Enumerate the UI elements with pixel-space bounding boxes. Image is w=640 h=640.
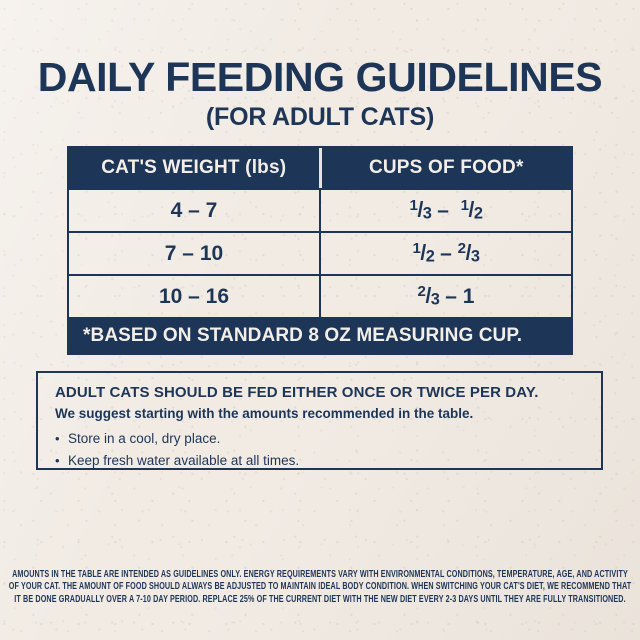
column-header-weight: CAT'S WEIGHT (lbs) <box>101 157 287 178</box>
table-row: 7 – 10 1/2 – 2/3 <box>69 231 571 274</box>
notes-heading: ADULT CATS SHOULD BE FED EITHER ONCE OR … <box>55 384 539 401</box>
column-header-cups: CUPS OF FOOD* <box>318 148 572 188</box>
list-item: • Store in a cool, dry place. <box>55 428 601 450</box>
feeding-notes-box: ADULT CATS SHOULD BE FED EITHER ONCE OR … <box>36 371 603 470</box>
page-title: DAILY FEEDING GUIDELINES <box>37 54 603 100</box>
notes-bullet-list: • Store in a cool, dry place. • Keep fre… <box>55 428 601 472</box>
fraction-to: 1/2 <box>460 197 483 223</box>
notes-subheading: We suggest starting with the amounts rec… <box>55 406 474 422</box>
fraction-slash: / <box>468 198 475 222</box>
table-footnote: *BASED ON STANDARD 8 OZ MEASURING CUP. <box>83 325 523 346</box>
list-item-label: Keep fresh water available at all times. <box>68 452 300 468</box>
feeding-table: CAT'S WEIGHT (lbs) CUPS OF FOOD* 4 – 7 1… <box>67 146 573 355</box>
cell-weight: 7 – 10 <box>164 241 224 265</box>
table-header-row: CAT'S WEIGHT (lbs) CUPS OF FOOD* <box>69 148 571 188</box>
cell-cups: 1/3 – 1/2 <box>319 190 571 231</box>
fraction-slash: / <box>425 284 431 308</box>
fine-print-line: OF YOUR CAT. THE AMOUNT OF FOOD SHOULD A… <box>8 579 632 593</box>
page-subtitle: (FOR ADULT CATS) <box>205 103 435 131</box>
fraction-slash: / <box>465 241 472 265</box>
list-item: • Keep fresh water available at all time… <box>55 450 601 472</box>
whole-number: 1 <box>462 284 475 308</box>
range-dash: – <box>431 198 461 222</box>
range-dash: – <box>439 284 463 308</box>
cell-cups: 2/3 – 1 <box>319 276 571 317</box>
fraction-slash: / <box>417 198 423 222</box>
table-row: 4 – 7 1/3 – 1/2 <box>69 188 571 231</box>
fraction-from: 1/3 <box>409 197 432 223</box>
cell-weight: 10 – 16 <box>158 284 230 308</box>
cell-cups: 1/2 – 2/3 <box>319 233 571 274</box>
cell-weight: 4 – 7 <box>170 198 218 222</box>
fraction-from: 1/2 <box>412 240 435 266</box>
fine-print-line: IT BE DONE GRADUALLY OVER A 7-10 DAY PER… <box>14 591 626 605</box>
fraction-slash: / <box>420 241 426 265</box>
fraction-to: 2/3 <box>457 240 480 266</box>
range-dash: – <box>434 241 458 265</box>
table-footnote-bar: *BASED ON STANDARD 8 OZ MEASURING CUP. <box>69 317 571 353</box>
list-item-label: Store in a cool, dry place. <box>68 430 221 446</box>
fraction-from: 2/3 <box>417 283 440 309</box>
table-row: 10 – 16 2/3 – 1 <box>69 274 571 317</box>
bullet-icon: • <box>55 452 60 468</box>
bullet-icon: • <box>55 430 60 446</box>
fine-print: AMOUNTS IN THE TABLE ARE INTENDED AS GUI… <box>0 566 640 605</box>
fine-print-line: AMOUNTS IN THE TABLE ARE INTENDED AS GUI… <box>12 566 628 580</box>
